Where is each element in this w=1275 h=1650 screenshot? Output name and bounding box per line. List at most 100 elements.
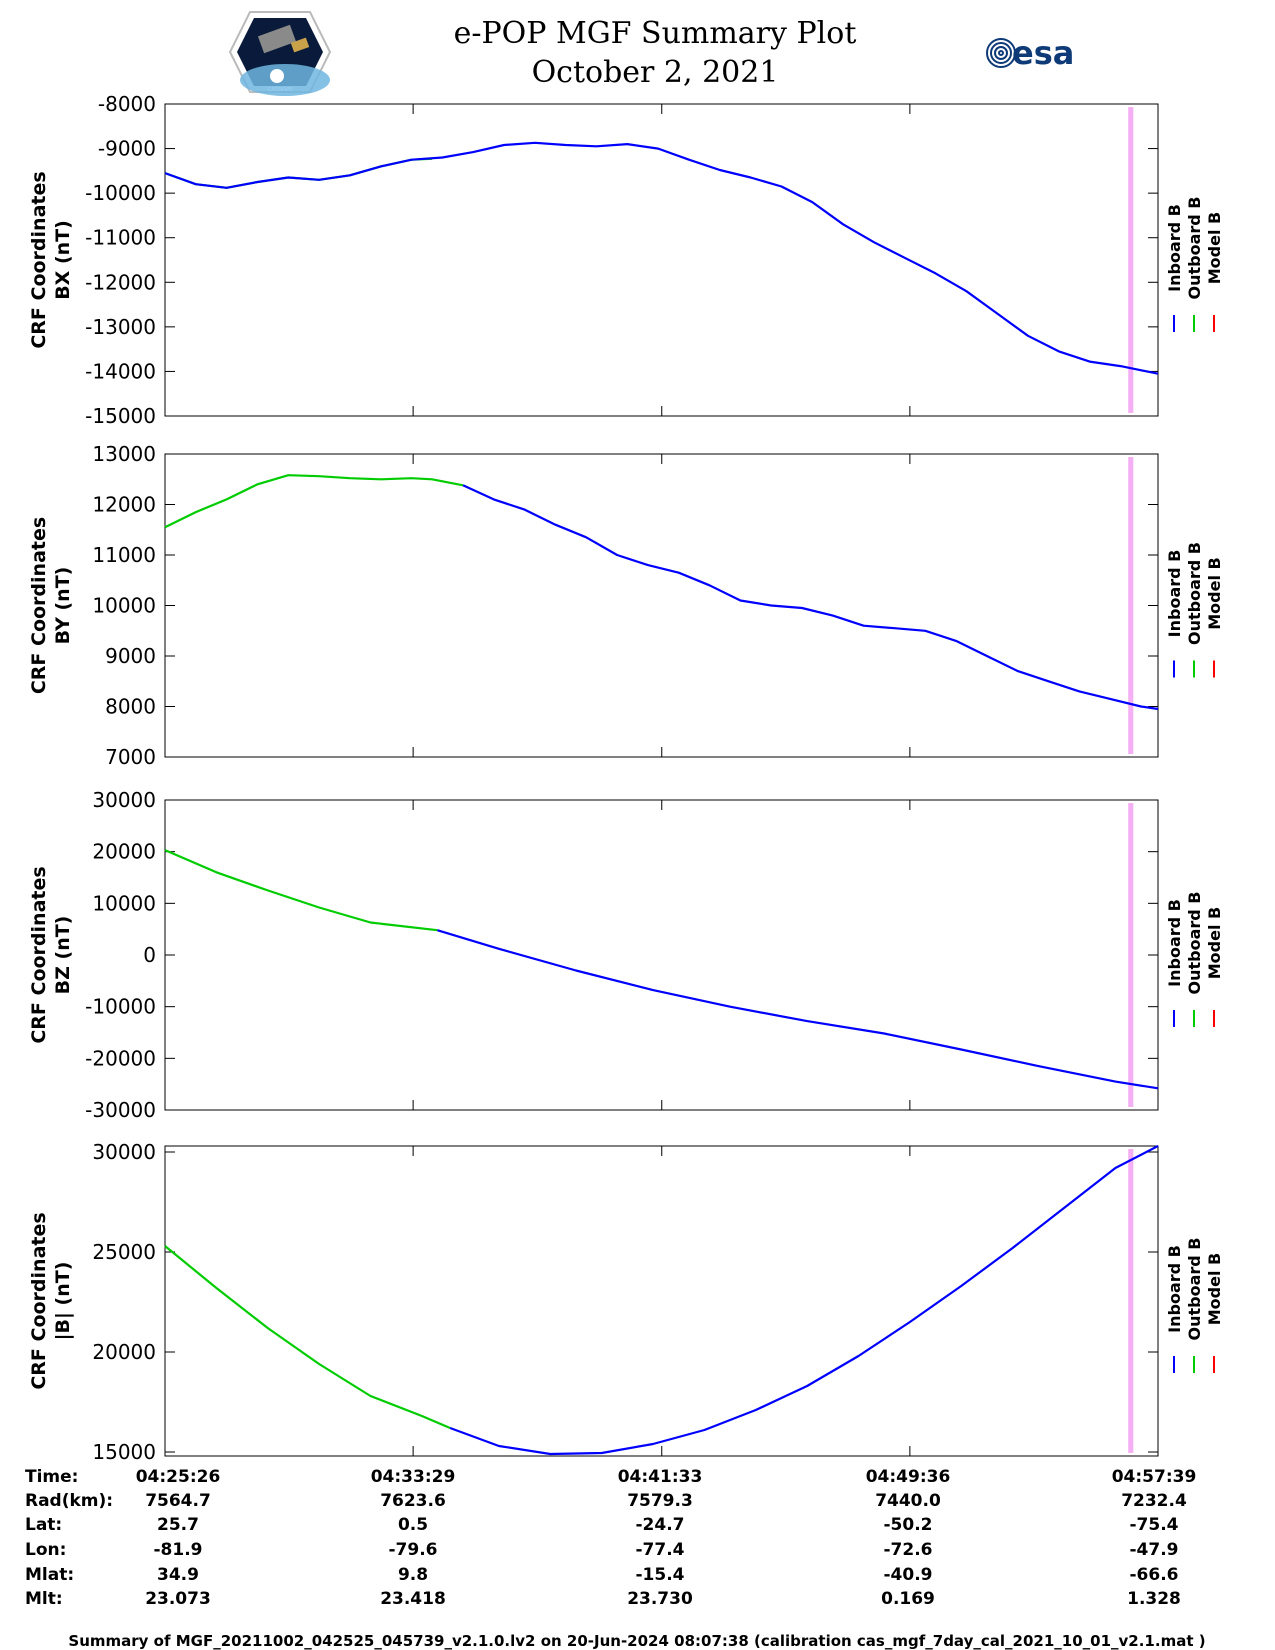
plot-frame	[164, 799, 1159, 1111]
orbit-cell: -24.7	[636, 1515, 685, 1535]
orbit-cell: 0.5	[398, 1515, 428, 1535]
orbit-row-label: Time:	[25, 1467, 78, 1487]
y-tick-label: 0	[143, 943, 156, 967]
orbit-cell: 34.9	[157, 1565, 199, 1585]
orbit-cell: -75.4	[1130, 1515, 1179, 1535]
legend-label: Model B	[1205, 1253, 1224, 1325]
orbit-cell: -77.4	[636, 1540, 685, 1560]
y-tick-label: 11000	[92, 543, 156, 567]
y-tick-label: -20000	[85, 1046, 156, 1070]
orbit-row-label: Rad(km):	[25, 1491, 113, 1511]
esa-logo: esa	[986, 34, 1074, 72]
y-axis-label: CRF Coordinates |B| (nT)	[28, 1212, 74, 1389]
series-inboard-b	[449, 1145, 1159, 1456]
series-outboard-b	[164, 474, 464, 529]
legend: Inboard B Outboard B Model B	[1165, 892, 1224, 1027]
legend: Inboard B Outboard B Model B	[1165, 197, 1224, 332]
orbit-cell: 04:49:36	[866, 1467, 951, 1487]
y-tick-label: 7000	[105, 745, 156, 769]
orbit-table: Time: Rad(km): Lat: Lon: Mlat: Mlt: 04:25:26 75…	[25, 1467, 1196, 1609]
legend-label: Model B	[1205, 212, 1224, 284]
orbit-cell: 23.418	[380, 1589, 446, 1609]
y-tick-label: -30000	[85, 1098, 156, 1122]
y-axis-label-line: CRF Coordinates	[28, 171, 50, 348]
orbit-cell: 9.8	[398, 1565, 428, 1585]
series-inboard-b	[462, 484, 1159, 711]
plot-date: October 2, 2021	[532, 55, 779, 90]
series-outboard-b	[164, 1245, 451, 1430]
orbit-cell: 25.7	[157, 1515, 199, 1535]
legend-label: Inboard B	[1165, 550, 1184, 638]
orbit-cell: 1.328	[1127, 1589, 1181, 1609]
footer-summary: Summary of MGF_20211002_042525_045739_v2…	[68, 1632, 1205, 1650]
orbit-cell: 7440.0	[875, 1491, 941, 1511]
y-tick-label: -14000	[85, 359, 156, 383]
y-tick-label: -15000	[85, 404, 156, 428]
orbit-row-label: Lat:	[25, 1515, 62, 1535]
panel-1: -8000 -9000 -10000 -11000 -12000 -13000 -14000…	[28, 92, 1224, 428]
y-tick-label: -12000	[85, 270, 156, 294]
y-tick-label: 30000	[92, 788, 156, 812]
y-axis-label-line: CRF Coordinates	[28, 1212, 50, 1389]
y-tick-label: 13000	[92, 442, 156, 466]
orbit-cell: 7579.3	[627, 1491, 693, 1511]
series-outboard-b	[164, 849, 438, 932]
orbit-cell: -72.6	[884, 1540, 933, 1560]
y-axis-label-line: CRF Coordinates	[28, 517, 50, 694]
orbit-cell: -47.9	[1130, 1540, 1179, 1560]
y-tick-label: 8000	[105, 695, 156, 719]
orbit-cell: 23.073	[145, 1589, 211, 1609]
orbit-cell: 23.730	[627, 1589, 693, 1609]
orbit-cell: -66.6	[1130, 1565, 1179, 1585]
y-tick-label: -10000	[85, 181, 156, 205]
y-tick-label: -11000	[85, 226, 156, 250]
plot-title: e-POP MGF Summary Plot	[454, 16, 857, 51]
y-tick-label: 25000	[92, 1240, 156, 1264]
y-tick-label: -8000	[98, 92, 156, 116]
legend-label: Model B	[1205, 907, 1224, 979]
orbit-cell: 7564.7	[145, 1491, 211, 1511]
orbit-cell: 04:57:39	[1112, 1467, 1197, 1487]
y-tick-label: 10000	[92, 594, 156, 618]
y-axis-label-line: |B| (nT)	[52, 1262, 74, 1341]
orbit-cell: 0.169	[881, 1589, 935, 1609]
plot-frame	[164, 453, 1159, 758]
highlight-band	[1128, 803, 1134, 1107]
y-axis-label: CRF Coordinates BZ (nT)	[28, 866, 74, 1043]
y-tick-label: 20000	[92, 840, 156, 864]
legend-label: Inboard B	[1165, 204, 1184, 292]
orbit-row-label: Lon:	[25, 1540, 66, 1560]
highlight-band	[1128, 107, 1134, 413]
y-tick-label: -10000	[85, 995, 156, 1019]
y-tick-label: -13000	[85, 315, 156, 339]
orbit-cell: -40.9	[884, 1565, 933, 1585]
series-inboard-b	[436, 929, 1159, 1090]
orbit-cell: -15.4	[636, 1565, 685, 1585]
y-axis-label-line: BX (nT)	[52, 220, 74, 300]
y-axis-label-line: BZ (nT)	[52, 916, 74, 995]
y-tick-label: 20000	[92, 1340, 156, 1364]
orbit-cell: 7232.4	[1121, 1491, 1187, 1511]
orbit-cell: 04:41:33	[618, 1467, 703, 1487]
orbit-cell: 04:33:29	[371, 1467, 456, 1487]
legend-label: Inboard B	[1165, 1245, 1184, 1333]
orbit-cell: -79.6	[389, 1540, 438, 1560]
legend-label: Inboard B	[1165, 899, 1184, 987]
legend-label: Outboard B	[1185, 1238, 1204, 1341]
legend-label: Model B	[1205, 557, 1224, 629]
panel-2: 13000 12000 11000 10000 9000 8000 7000 CRF Coor…	[28, 442, 1224, 769]
panels: -8000 -9000 -10000 -11000 -12000 -13000 -14000…	[28, 92, 1224, 1464]
y-tick-label: 30000	[92, 1140, 156, 1164]
y-axis-label: CRF Coordinates BX (nT)	[28, 171, 74, 348]
orbit-cell: 7623.6	[380, 1491, 446, 1511]
cassiope-logo: CASSIOPE	[228, 11, 332, 96]
legend-label: Outboard B	[1185, 197, 1204, 300]
y-tick-label: 12000	[92, 493, 156, 517]
y-axis-label-line: CRF Coordinates	[28, 866, 50, 1043]
orbit-cell: -50.2	[884, 1515, 933, 1535]
panel-3: 30000 20000 10000 0 -10000 -20000 -30000 CRF Co…	[28, 788, 1224, 1122]
panel-4: 30000 25000 20000 15000 CRF Coordinates |B| (…	[28, 1140, 1224, 1464]
y-axis-label: CRF Coordinates BY (nT)	[28, 517, 74, 694]
y-tick-label: 9000	[105, 644, 156, 668]
orbit-row-label: Mlt:	[25, 1589, 63, 1609]
